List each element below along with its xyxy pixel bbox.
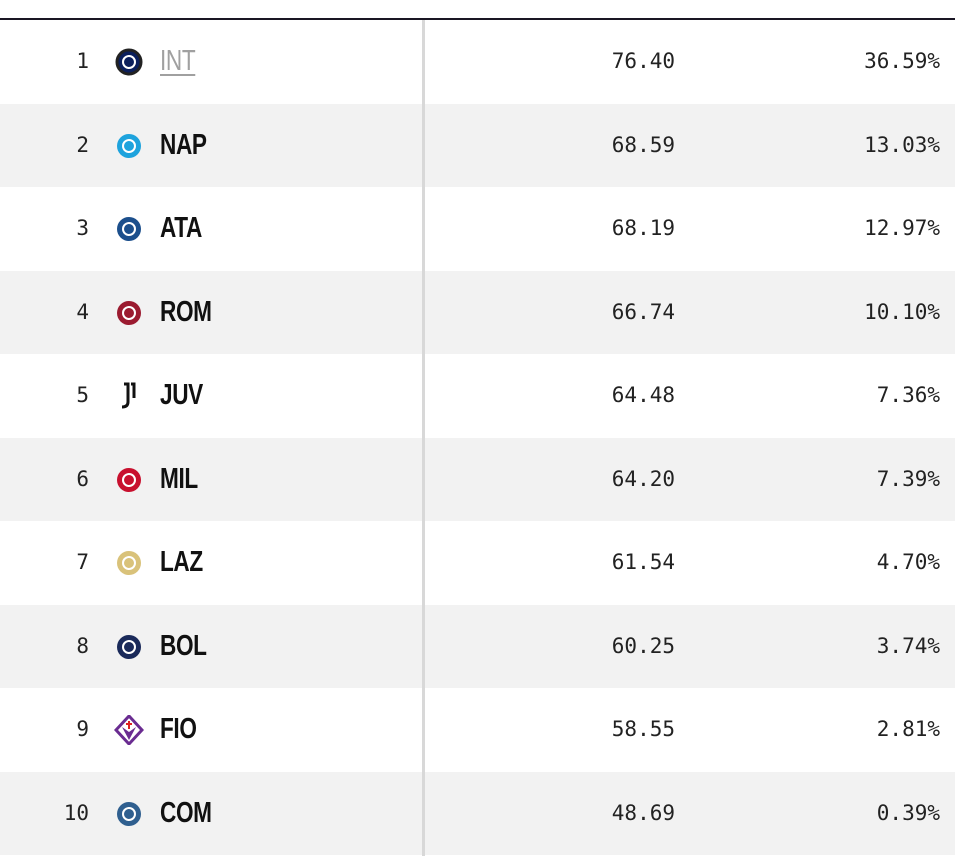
rank: 5 <box>76 383 89 407</box>
team-name: LAZ <box>160 546 203 578</box>
rating: 48.69 <box>611 800 675 825</box>
team-name: ROM <box>160 295 212 328</box>
rating: 64.20 <box>611 466 675 491</box>
table-row: 8 BOL 60.25 3.74% <box>0 604 955 688</box>
probability: 7.36% <box>876 383 940 407</box>
table-row: 9 FIO 58.55 2.81% <box>0 688 955 772</box>
table-row: 1 INT 76.40 36.59% <box>0 20 955 104</box>
rank: 9 <box>76 717 89 741</box>
rating: 66.74 <box>611 299 675 324</box>
probability: 7.39% <box>876 466 940 491</box>
rank: 4 <box>76 299 89 324</box>
rating: 68.59 <box>611 132 675 157</box>
probability: 12.97% <box>864 216 940 240</box>
probability: 13.03% <box>864 132 940 157</box>
rank: 6 <box>76 466 89 491</box>
team-name: JUV <box>160 379 203 411</box>
rank: 10 <box>63 800 89 825</box>
table-row: 7 LAZ 61.54 4.70% <box>0 521 955 605</box>
table-row: 4 ROM 66.74 10.10% <box>0 270 955 354</box>
table-top-border <box>0 18 955 20</box>
probability: 2.81% <box>876 717 940 741</box>
rank: 7 <box>76 550 89 574</box>
probability: 3.74% <box>876 633 940 658</box>
table-row: 6 MIL 64.20 7.39% <box>0 437 955 521</box>
team-name: FIO <box>160 713 197 745</box>
probability: 36.59% <box>864 49 940 73</box>
team-name[interactable]: INT <box>160 45 196 77</box>
table-row: 5 JUV 64.48 7.36% <box>0 354 955 438</box>
team-name: ATA <box>160 212 202 244</box>
team-name: MIL <box>160 462 198 495</box>
rating: 61.54 <box>611 550 675 574</box>
rating: 68.19 <box>611 216 675 240</box>
rank: 1 <box>76 49 89 73</box>
rank: 8 <box>76 633 89 658</box>
table-row: 10 COM 48.69 0.39% <box>0 771 955 855</box>
rating: 64.48 <box>611 383 675 407</box>
rank: 3 <box>76 216 89 240</box>
table-row: 2 NAP 68.59 13.03% <box>0 103 955 187</box>
team-name: BOL <box>160 629 207 662</box>
probability: 0.39% <box>876 800 940 825</box>
probability: 10.10% <box>864 299 940 324</box>
rating: 76.40 <box>611 49 675 73</box>
team-name: COM <box>160 796 212 829</box>
probability: 4.70% <box>876 550 940 574</box>
table-row: 3 ATA 68.19 12.97% <box>0 187 955 271</box>
standings-table: 1 INT 76.40 36.59% 2 NAP 68.59 13.03% 3 AT… <box>0 20 955 855</box>
rank: 2 <box>76 132 89 157</box>
column-divider <box>422 20 425 856</box>
rating: 60.25 <box>611 633 675 658</box>
rating: 58.55 <box>611 717 675 741</box>
team-name: NAP <box>160 128 207 161</box>
